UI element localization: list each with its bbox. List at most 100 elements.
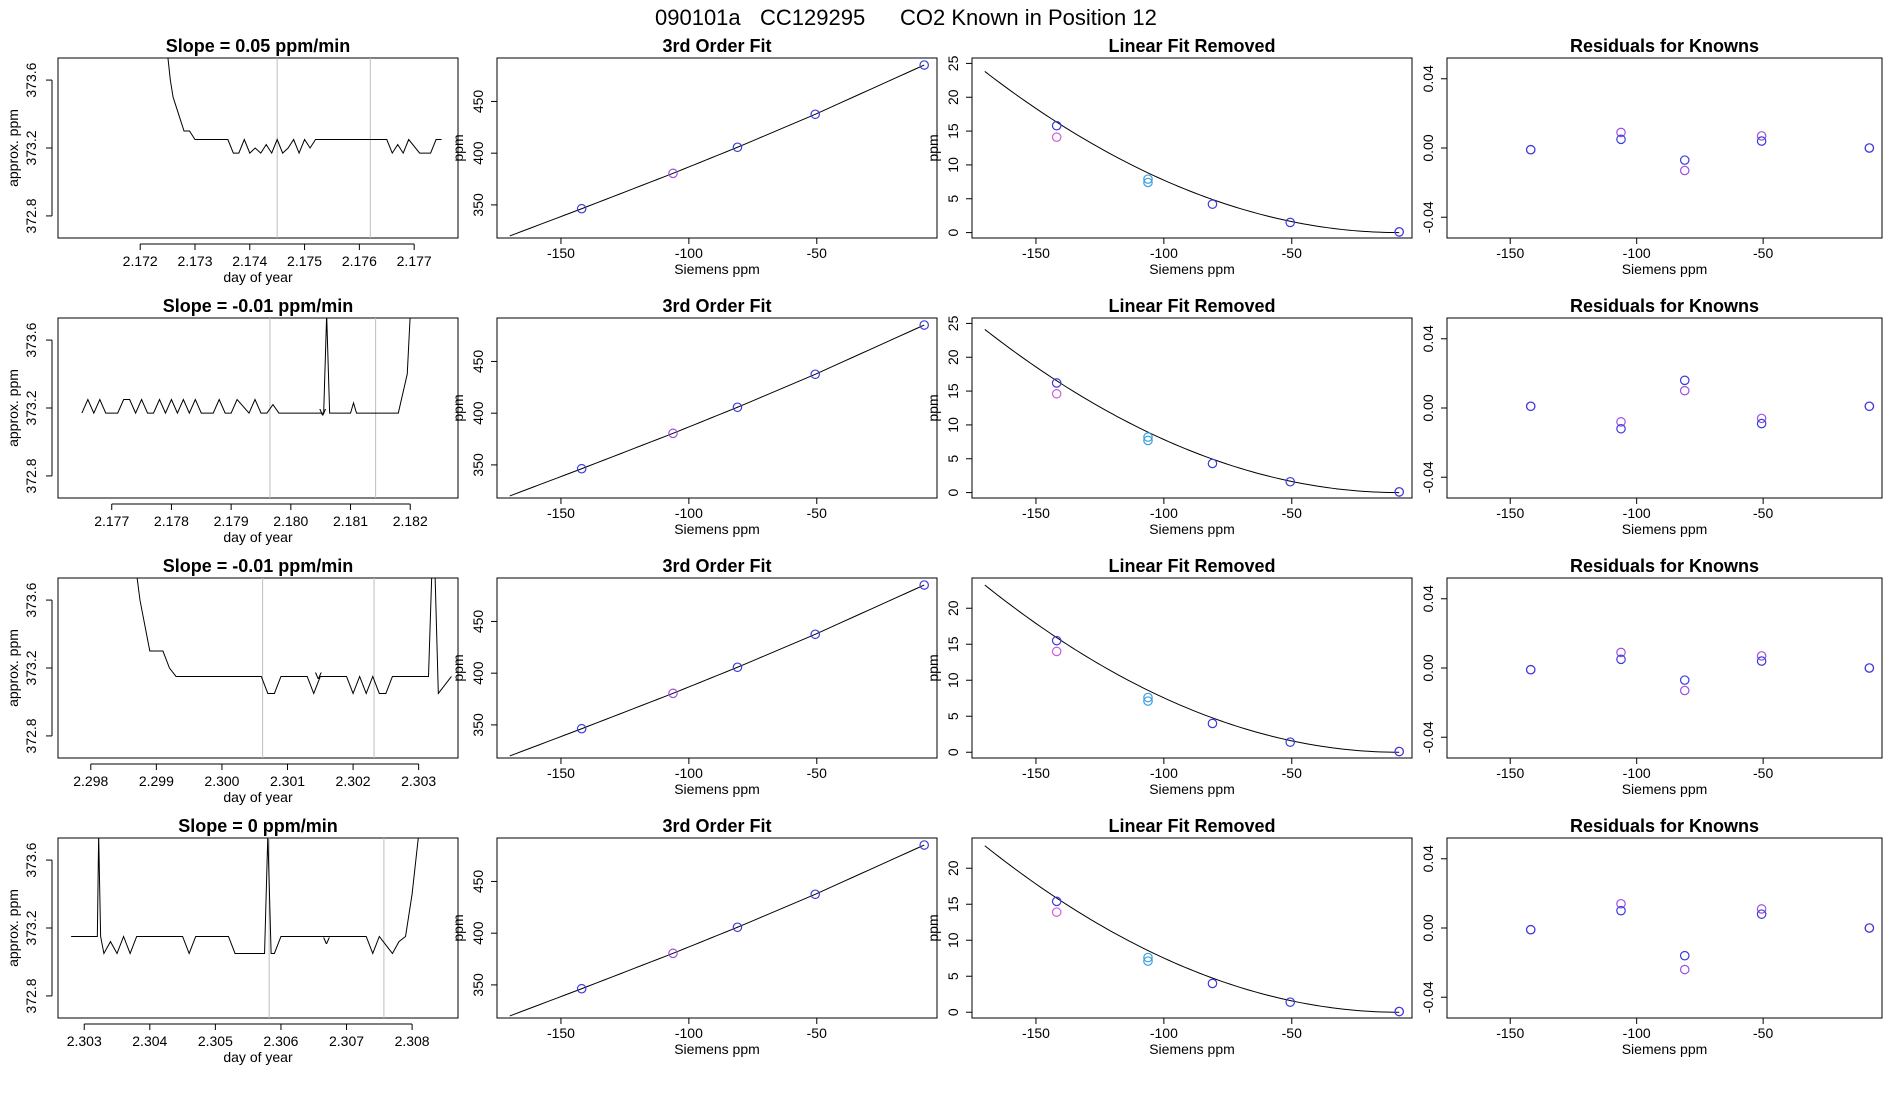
data-point-blue — [1207, 458, 1218, 469]
data-point-blue — [919, 60, 930, 70]
y-tick-label: 5 — [945, 712, 961, 720]
data-point-violet — [1756, 413, 1767, 424]
plot-area — [984, 845, 1405, 1017]
plot-frame — [57, 837, 459, 1019]
x-tick-label: -150 — [1496, 765, 1524, 781]
y-tick-label: 20 — [945, 349, 961, 365]
x-tick-label: -50 — [1753, 1025, 1773, 1041]
panel-slope-row-0: Slope = 0.05 ppm/min 2.172 2.173 2.174 2.175… — [5, 36, 459, 285]
x-tick-label: -150 — [1022, 1025, 1050, 1041]
y-tick-label: 10 — [945, 932, 961, 948]
x-tick-label: 2.307 — [329, 1033, 364, 1049]
panel-title: 3rd Order Fit — [662, 296, 771, 316]
data-point-violet — [1679, 685, 1690, 696]
plot-frame — [496, 317, 938, 499]
data-point-blue — [1285, 476, 1296, 487]
y-axis-label: approx. ppm — [5, 889, 21, 967]
x-tick-label: -50 — [1753, 505, 1773, 521]
data-point-blue — [1616, 423, 1626, 434]
mean-marker: ˅ — [322, 933, 330, 949]
panel-linear_removed-row-0: Linear Fit Removed -150 -100 -50 Siemens ppm… — [925, 36, 1413, 277]
plot-area — [1525, 647, 1875, 696]
y-tick-label: 0.04 — [1420, 65, 1436, 92]
y-tick-label: 350 — [470, 973, 486, 997]
x-tick-label: -100 — [675, 1025, 703, 1041]
data-point-blue — [1679, 155, 1690, 165]
data-point-cyan — [1143, 432, 1153, 442]
x-tick-label: 2.173 — [177, 253, 212, 269]
panel-title: Slope = -0.01 ppm/min — [163, 556, 354, 576]
data-point-blue — [1525, 924, 1536, 935]
y-tick-label: 15 — [945, 123, 961, 139]
y-axis-label: ppm — [925, 134, 941, 161]
y-tick-label: -0.04 — [1420, 981, 1436, 1013]
figure-run-id: 090101a — [655, 5, 741, 30]
data-point-blue — [1285, 737, 1296, 747]
x-tick-label: 2.303 — [401, 773, 436, 789]
mean-marker: ˅ — [319, 404, 327, 420]
y-tick-label: 372.8 — [23, 198, 39, 233]
panel-title: 3rd Order Fit — [662, 36, 771, 56]
x-tick-label: -150 — [547, 765, 575, 781]
data-point-blue — [1864, 923, 1875, 933]
data-point-cyan — [1143, 174, 1153, 184]
x-tick-label: -100 — [1150, 1025, 1178, 1041]
x-tick-label: -150 — [1496, 505, 1524, 521]
x-tick-label: 2.172 — [123, 253, 158, 269]
data-point-blue — [576, 723, 587, 734]
y-tick-label: 25 — [945, 315, 961, 331]
mean-marker: ˅ — [314, 667, 322, 683]
plot-frame — [57, 57, 459, 239]
y-tick-label: 10 — [945, 672, 961, 688]
plot-area — [1525, 898, 1875, 975]
data-point-cyan — [1143, 435, 1153, 446]
x-tick-label: -150 — [1022, 505, 1050, 521]
y-tick-label: 350 — [470, 193, 486, 217]
panel-residuals-row-0: Residuals for Knowns -150 -100 -50 Siemens p… — [1420, 36, 1883, 277]
y-tick-label: 373.2 — [23, 910, 39, 945]
residual-curve — [984, 329, 1400, 494]
series-line — [71, 838, 419, 955]
panel-linear_removed-row-2: Linear Fit Removed -150 -100 -50 Siemens ppm… — [925, 556, 1413, 797]
y-tick-label: 373.6 — [23, 62, 39, 97]
data-point-blue — [732, 142, 743, 153]
panel-title: Linear Fit Removed — [1108, 36, 1275, 56]
data-point-blue — [576, 203, 587, 214]
data-point-cyan — [1143, 696, 1153, 706]
x-tick-label: 2.303 — [67, 1033, 102, 1049]
panel-slope-row-2: Slope = -0.01 ppm/min 2.298 2.299 2.300 2.30… — [5, 556, 459, 805]
data-point-violet — [668, 948, 678, 959]
panel-title: Residuals for Knowns — [1570, 556, 1759, 576]
plot-frame — [971, 837, 1413, 1019]
fit-curve — [509, 844, 925, 1017]
panel-linear_removed-row-3: Linear Fit Removed -150 -100 -50 Siemens ppm… — [925, 816, 1413, 1057]
data-point-blue — [732, 662, 743, 673]
plot-area — [984, 71, 1405, 237]
x-tick-label: 2.177 — [397, 253, 432, 269]
series-line — [136, 578, 452, 695]
plot-area — [509, 60, 930, 237]
data-point-blue — [576, 463, 587, 474]
data-point-violet — [1679, 385, 1690, 396]
data-point-blue — [919, 580, 930, 590]
y-axis-label: approx. ppm — [5, 369, 21, 447]
data-point-blue — [919, 840, 930, 850]
figure-title-text: CO2 Known in Position 12 — [900, 5, 1157, 30]
data-point-blue — [1394, 227, 1405, 237]
data-point-violet — [1616, 127, 1626, 138]
y-axis-label: ppm — [450, 394, 466, 421]
x-axis-label: Siemens ppm — [674, 781, 760, 797]
y-tick-label: 372.8 — [23, 718, 39, 753]
data-point-violet — [1616, 417, 1626, 427]
y-axis-label: ppm — [925, 914, 941, 941]
x-tick-label: -100 — [675, 245, 703, 261]
data-point-blue — [1051, 120, 1062, 131]
x-tick-label: -150 — [547, 245, 575, 261]
data-point-violet — [1679, 964, 1690, 975]
panel-title: 3rd Order Fit — [662, 816, 771, 836]
plot-area — [1525, 127, 1875, 176]
data-point-violet — [668, 688, 678, 699]
y-tick-label: 0.00 — [1420, 914, 1436, 941]
plot-frame — [1446, 317, 1883, 499]
data-point-blue — [1051, 378, 1062, 388]
